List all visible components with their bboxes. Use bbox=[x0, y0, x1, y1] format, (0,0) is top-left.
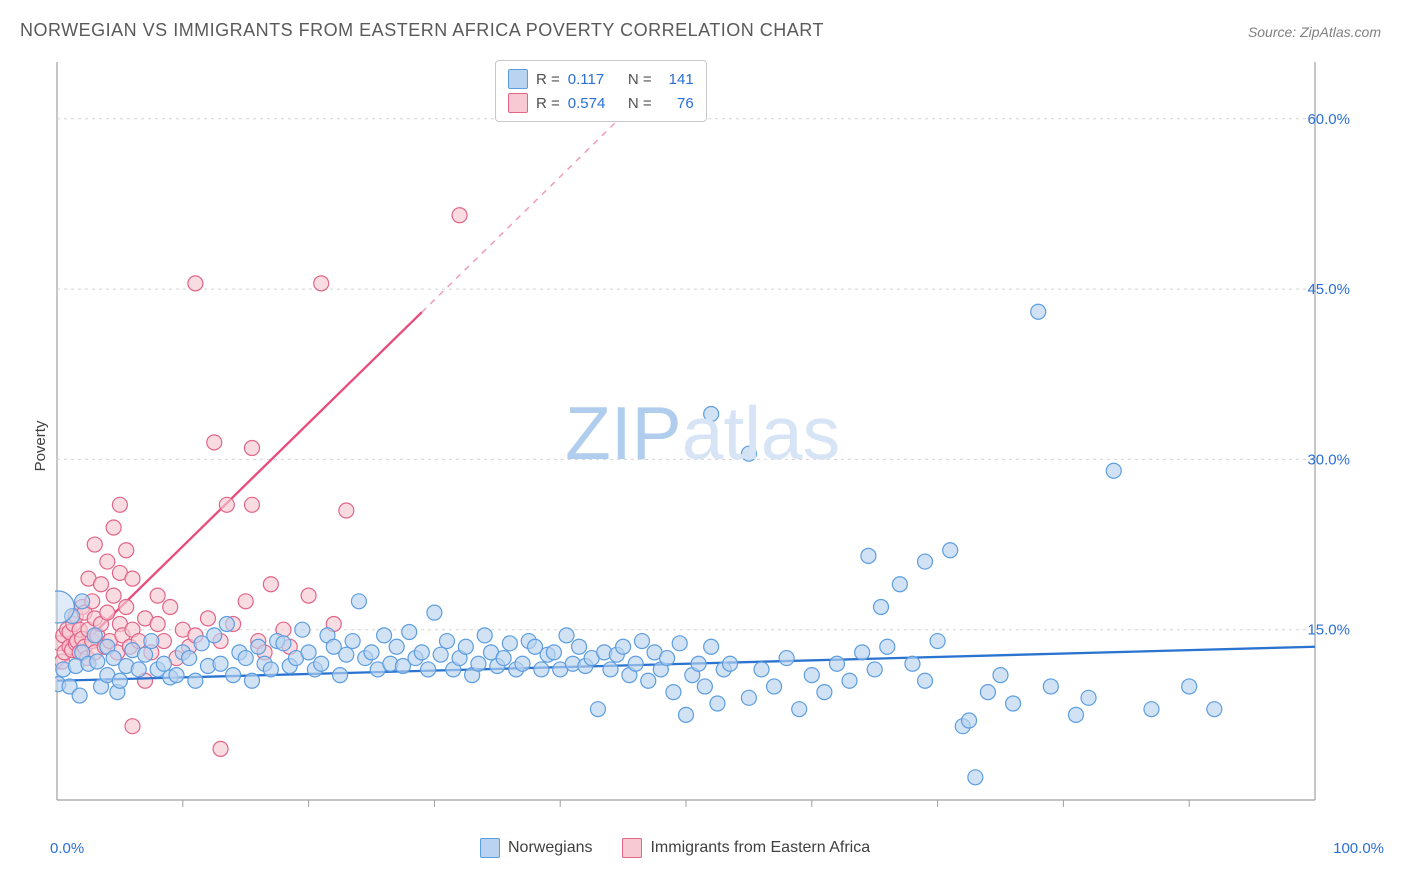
legend-n-label: N = bbox=[624, 71, 652, 88]
legend-r-label: R = bbox=[536, 71, 560, 88]
chart-title: NORWEGIAN VS IMMIGRANTS FROM EASTERN AFR… bbox=[20, 20, 824, 41]
series-legend: Norwegians Immigrants from Eastern Africa bbox=[480, 838, 870, 858]
svg-text:15.0%: 15.0% bbox=[1307, 622, 1350, 639]
legend-row-immigrants: R = 0.574 N = 76 bbox=[508, 91, 694, 115]
series-legend-label: Norwegians bbox=[508, 839, 592, 857]
svg-text:30.0%: 30.0% bbox=[1307, 451, 1350, 468]
x-axis-max-label: 100.0% bbox=[1333, 840, 1384, 857]
plot-area: 15.0%30.0%45.0%60.0% ZIPatlas R =0.117 N… bbox=[55, 60, 1355, 830]
y-axis-label: Poverty bbox=[32, 421, 49, 472]
svg-text:45.0%: 45.0% bbox=[1307, 281, 1350, 298]
series-legend-item-norwegians: Norwegians bbox=[480, 838, 592, 858]
legend-row-norwegians: R = 0.117 N = 141 bbox=[508, 67, 694, 91]
legend-r-value: 0.574 bbox=[568, 95, 616, 112]
legend-swatch bbox=[480, 838, 500, 858]
legend-n-value: 76 bbox=[660, 95, 694, 112]
scatter-svg: 15.0% 30.0% 45.0% 60.0% bbox=[55, 60, 1355, 830]
source-credit: Source: ZipAtlas.com bbox=[1248, 24, 1381, 40]
svg-text:60.0%: 60.0% bbox=[1307, 111, 1350, 128]
legend-r-label: R = bbox=[536, 95, 560, 112]
stats-legend: R = 0.117 N = 141 R = 0.574 N = 76 bbox=[495, 60, 707, 122]
legend-swatch bbox=[622, 838, 642, 858]
x-axis-min-label: 0.0% bbox=[50, 840, 84, 857]
legend-swatch bbox=[508, 69, 528, 89]
legend-r-value: 0.117 bbox=[568, 71, 616, 88]
legend-n-value: 141 bbox=[660, 71, 694, 88]
legend-swatch bbox=[508, 93, 528, 113]
legend-n-label: N = bbox=[624, 95, 652, 112]
series-legend-label: Immigrants from Eastern Africa bbox=[650, 839, 870, 857]
series-legend-item-immigrants: Immigrants from Eastern Africa bbox=[622, 838, 870, 858]
